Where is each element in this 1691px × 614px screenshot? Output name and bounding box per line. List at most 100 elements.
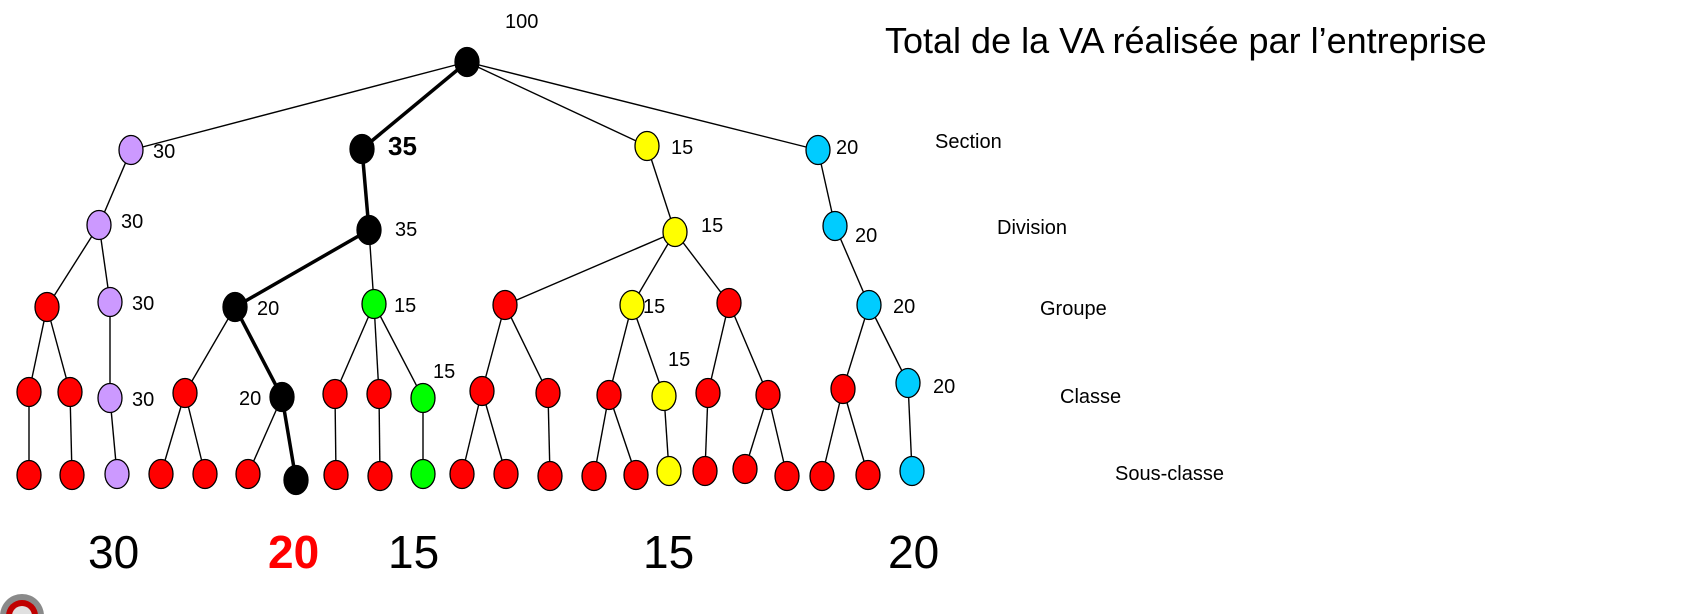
total-value-5: 20 xyxy=(888,526,940,578)
tree-node-red xyxy=(535,377,561,409)
tree-node-red xyxy=(732,453,758,485)
tree-node-red xyxy=(774,460,800,492)
tree-node-purple xyxy=(97,286,123,318)
tree-node-red xyxy=(366,378,392,410)
tree-node-red xyxy=(809,460,835,492)
tree-node-purple xyxy=(104,458,130,490)
tree-node-red xyxy=(469,375,495,407)
tree-node-cyan xyxy=(895,367,921,399)
tree-node-cyan xyxy=(805,134,831,166)
node-value-label: 100 xyxy=(505,11,538,33)
node-value-label: 15 xyxy=(668,349,690,371)
level-label-section: Section xyxy=(935,131,1002,153)
tree-node-red xyxy=(367,460,393,492)
tree-edge xyxy=(646,145,676,233)
tree-node-red xyxy=(493,458,519,490)
node-value-label: 15 xyxy=(433,361,455,383)
tree-node-red xyxy=(596,379,622,411)
tree-node-red xyxy=(16,376,42,408)
tree-node-red xyxy=(192,458,218,490)
tree-node-red xyxy=(695,377,721,409)
tree-node-yellow xyxy=(619,289,645,321)
node-value-label: 35 xyxy=(395,219,417,241)
level-label-classe: Classe xyxy=(1060,386,1122,408)
tree-node-yellow xyxy=(662,216,688,248)
tree-edge xyxy=(631,304,665,397)
tree-node-red xyxy=(59,459,85,491)
tree-node-black xyxy=(454,46,480,78)
tree-edges xyxy=(28,60,913,481)
tree-node-red xyxy=(449,458,475,490)
tree-edge xyxy=(504,304,549,394)
tree-node-red xyxy=(755,379,781,411)
total-value-3: 15 xyxy=(388,526,440,578)
tree-node-yellow xyxy=(656,455,682,487)
tree-edge xyxy=(674,231,730,304)
node-value-label: 20 xyxy=(257,298,279,320)
tree-node-green xyxy=(410,382,436,414)
node-value-label: 30 xyxy=(121,211,143,233)
tree-node-yellow xyxy=(651,380,677,412)
node-value-label: 30 xyxy=(153,141,175,163)
total-value-4: 15 xyxy=(643,526,695,578)
node-value-label: 20 xyxy=(855,225,877,247)
tree-node-red xyxy=(323,459,349,491)
level-label-sous-classe: Sous-classe xyxy=(1115,463,1224,485)
total-value-2: 20 xyxy=(268,526,320,578)
tree-node-green xyxy=(410,458,436,490)
tree-nodes xyxy=(16,46,925,496)
tree-edge xyxy=(466,61,819,151)
tree-node-red xyxy=(830,373,856,405)
tree-node-red xyxy=(492,289,518,321)
node-value-label: 20 xyxy=(239,388,261,410)
tree-node-cyan xyxy=(899,455,925,487)
tree-node-red xyxy=(623,459,649,491)
tree-node-cyan xyxy=(856,289,882,321)
tree-edge xyxy=(466,61,648,147)
tree-node-red xyxy=(322,378,348,410)
tree-edge xyxy=(46,224,100,308)
tree-node-black xyxy=(222,291,248,323)
node-value-label: 30 xyxy=(132,389,154,411)
tree-node-red xyxy=(716,287,742,319)
tree-node-purple xyxy=(118,134,144,166)
tree-node-red xyxy=(855,459,881,491)
node-value-label: 35 xyxy=(388,131,417,161)
node-value-label: 30 xyxy=(132,293,154,315)
level-label-groupe: Groupe xyxy=(1040,298,1107,320)
node-value-label: 15 xyxy=(671,137,693,159)
node-value-label: 20 xyxy=(933,376,955,398)
tree-edge xyxy=(184,306,236,394)
tree-edge xyxy=(504,231,676,306)
tree-node-black xyxy=(269,381,295,413)
tree-node-red xyxy=(16,459,42,491)
tree-node-cyan xyxy=(822,210,848,242)
tree-node-red xyxy=(148,458,174,490)
total-value-1: 30 xyxy=(88,526,140,578)
tree-edge xyxy=(608,304,633,396)
tree-node-red xyxy=(34,291,60,323)
tree-value-labels: 100 30 30 30 30 35 35 20 20 15 15 15 15 15 15 20 20 20 20 xyxy=(121,11,955,411)
node-value-label: 20 xyxy=(836,137,858,159)
tree-node-red xyxy=(235,458,261,490)
tree-edge xyxy=(728,302,769,396)
tree-node-black xyxy=(283,464,309,496)
node-value-label: 15 xyxy=(394,295,416,317)
tree-node-purple xyxy=(97,382,123,414)
diagram-heading: Total de la VA réalisée par l’entreprise xyxy=(885,20,1487,61)
level-label-division: Division xyxy=(997,217,1068,239)
tree-node-red xyxy=(537,460,563,492)
tree-edge-highlighted xyxy=(234,228,370,309)
tree-node-red xyxy=(581,460,607,492)
tree-edge xyxy=(130,61,468,151)
tree-edge-highlighted xyxy=(233,306,284,398)
tree-node-purple xyxy=(86,209,112,241)
node-value-label: 20 xyxy=(893,296,915,318)
tree-edge xyxy=(373,303,424,399)
tree-node-yellow xyxy=(634,130,660,162)
tree-edge-highlighted xyxy=(360,60,469,151)
tree-node-red xyxy=(172,377,198,409)
logo-icon xyxy=(0,594,44,614)
tree-edge xyxy=(707,302,730,394)
